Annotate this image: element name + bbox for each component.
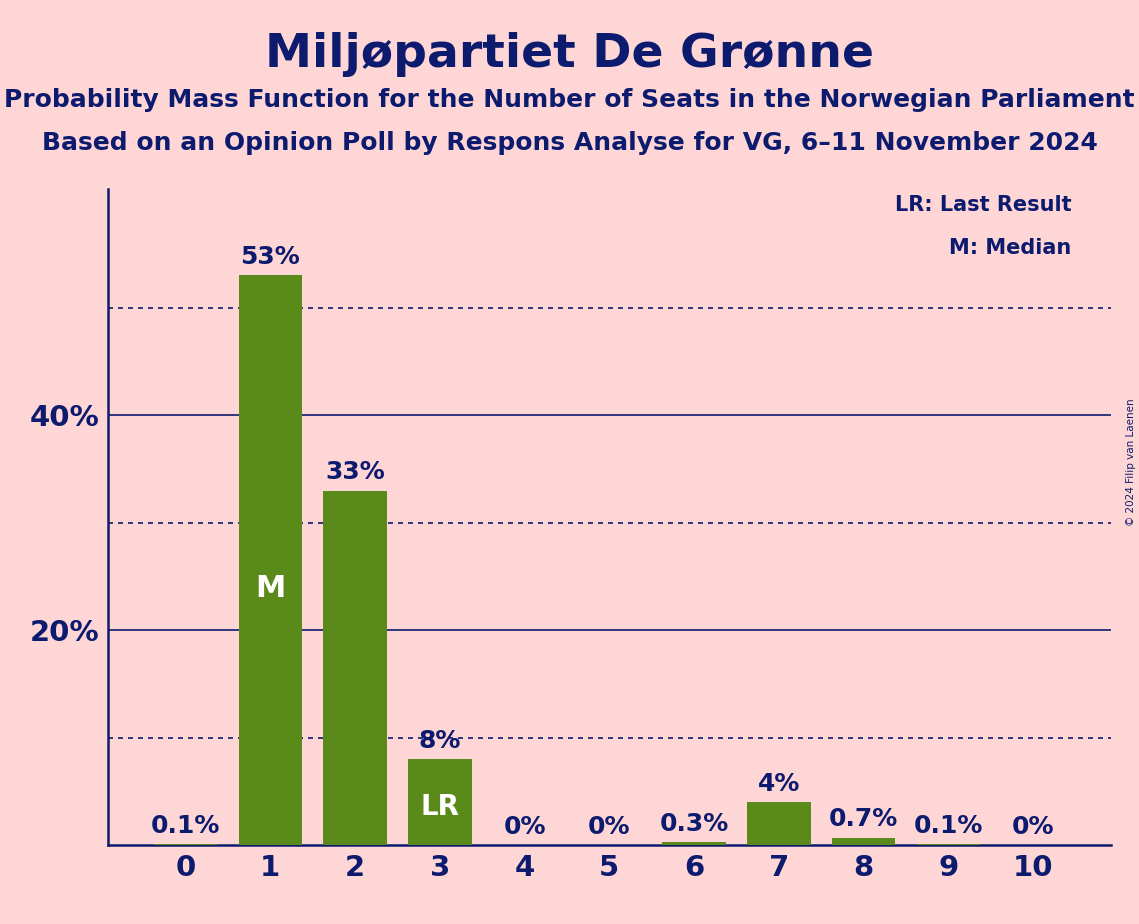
Text: 0.7%: 0.7% [829, 808, 899, 832]
Text: 0.1%: 0.1% [150, 814, 220, 838]
Text: 33%: 33% [326, 460, 385, 484]
Text: 8%: 8% [419, 729, 461, 753]
Text: © 2024 Filip van Laenen: © 2024 Filip van Laenen [1126, 398, 1136, 526]
Text: Based on an Opinion Poll by Respons Analyse for VG, 6–11 November 2024: Based on an Opinion Poll by Respons Anal… [41, 131, 1098, 155]
Text: M: M [255, 575, 286, 603]
Text: 0%: 0% [503, 815, 546, 839]
Text: 53%: 53% [240, 245, 301, 269]
Bar [238, 275, 302, 845]
Bar [663, 843, 726, 845]
Text: 4%: 4% [757, 772, 800, 796]
Bar [408, 760, 472, 845]
Bar [747, 802, 811, 845]
Bar [323, 491, 387, 845]
Text: 0%: 0% [588, 815, 631, 839]
Text: M: Median: M: Median [949, 237, 1072, 258]
Text: 0%: 0% [1011, 815, 1055, 839]
Text: 0.3%: 0.3% [659, 812, 729, 836]
Text: LR: Last Result: LR: Last Result [895, 195, 1072, 214]
Text: 0.1%: 0.1% [913, 814, 983, 838]
Text: Miljøpartiet De Grønne: Miljøpartiet De Grønne [265, 32, 874, 78]
Text: LR: LR [420, 793, 459, 821]
Text: Probability Mass Function for the Number of Seats in the Norwegian Parliament: Probability Mass Function for the Number… [5, 88, 1134, 112]
Bar [831, 838, 895, 845]
